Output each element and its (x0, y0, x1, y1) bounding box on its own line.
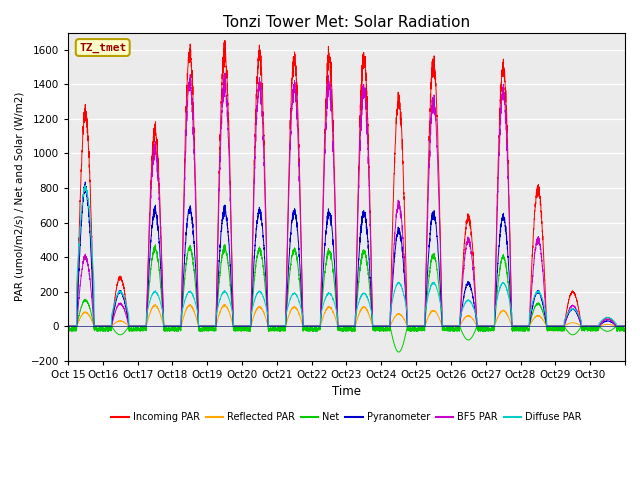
Reflected PAR (367, 319, 375, 324)
Net (621, 328, 629, 334)
Net (541, 318, 549, 324)
Net (395, 349, 403, 355)
Y-axis label: PAR (umol/m2/s) / Net and Solar (W/m2): PAR (umol/m2/s) / Net and Solar (W/m2) (15, 92, 25, 301)
BF5 PAR (221, 71, 229, 76)
Net (397, 347, 405, 352)
Incoming PAR (541, 283, 549, 289)
Incoming PAR (621, 324, 629, 329)
BF5 PAR (367, 266, 375, 272)
Pyranometer (64, 324, 72, 329)
Diffuse PAR (64, 324, 72, 329)
Pyranometer (527, 314, 534, 320)
Reflected PAR (541, 320, 549, 326)
Net (180, 289, 188, 295)
Reflected PAR (180, 314, 188, 320)
Diffuse PAR (397, 283, 405, 288)
Diffuse PAR (500, 279, 508, 285)
Pyranometer (180, 273, 188, 278)
BF5 PAR (541, 298, 549, 304)
Diffuse PAR (527, 307, 534, 312)
Line: Net: Net (68, 245, 625, 352)
Incoming PAR (367, 258, 375, 264)
Diffuse PAR (367, 308, 375, 313)
Legend: Incoming PAR, Reflected PAR, Net, Pyranometer, BF5 PAR, Diffuse PAR: Incoming PAR, Reflected PAR, Net, Pyrano… (108, 408, 586, 426)
BF5 PAR (180, 223, 188, 228)
BF5 PAR (621, 324, 629, 329)
Line: Incoming PAR: Incoming PAR (68, 41, 625, 326)
Pyranometer (621, 324, 629, 329)
Pyranometer (397, 236, 405, 241)
Pyranometer (81, 179, 89, 185)
Reflected PAR (152, 301, 159, 307)
BF5 PAR (64, 324, 72, 329)
Reflected PAR (621, 324, 629, 329)
Net (367, 305, 375, 311)
Diffuse PAR (541, 306, 549, 312)
Diffuse PAR (180, 302, 188, 308)
Net (500, 255, 508, 261)
Reflected PAR (397, 312, 405, 318)
BF5 PAR (527, 301, 534, 307)
Net (64, 327, 72, 333)
Incoming PAR (527, 288, 534, 293)
Pyranometer (367, 296, 375, 301)
Text: TZ_tmet: TZ_tmet (79, 42, 126, 53)
Diffuse PAR (81, 182, 89, 188)
Reflected PAR (64, 324, 72, 329)
Incoming PAR (221, 38, 229, 44)
X-axis label: Time: Time (332, 385, 361, 398)
BF5 PAR (397, 212, 405, 217)
Pyranometer (541, 313, 549, 319)
Diffuse PAR (621, 324, 629, 329)
Pyranometer (500, 210, 508, 216)
Incoming PAR (500, 56, 508, 62)
Incoming PAR (64, 324, 72, 329)
Line: Pyranometer: Pyranometer (68, 182, 625, 326)
Line: Reflected PAR: Reflected PAR (68, 304, 625, 326)
Line: BF5 PAR: BF5 PAR (68, 73, 625, 326)
Net (527, 317, 534, 323)
Net (152, 242, 159, 248)
Incoming PAR (180, 210, 188, 216)
Line: Diffuse PAR: Diffuse PAR (68, 185, 625, 326)
Reflected PAR (527, 321, 534, 326)
BF5 PAR (500, 81, 508, 87)
Incoming PAR (397, 116, 405, 121)
Title: Tonzi Tower Met: Solar Radiation: Tonzi Tower Met: Solar Radiation (223, 15, 470, 30)
Reflected PAR (500, 307, 508, 313)
